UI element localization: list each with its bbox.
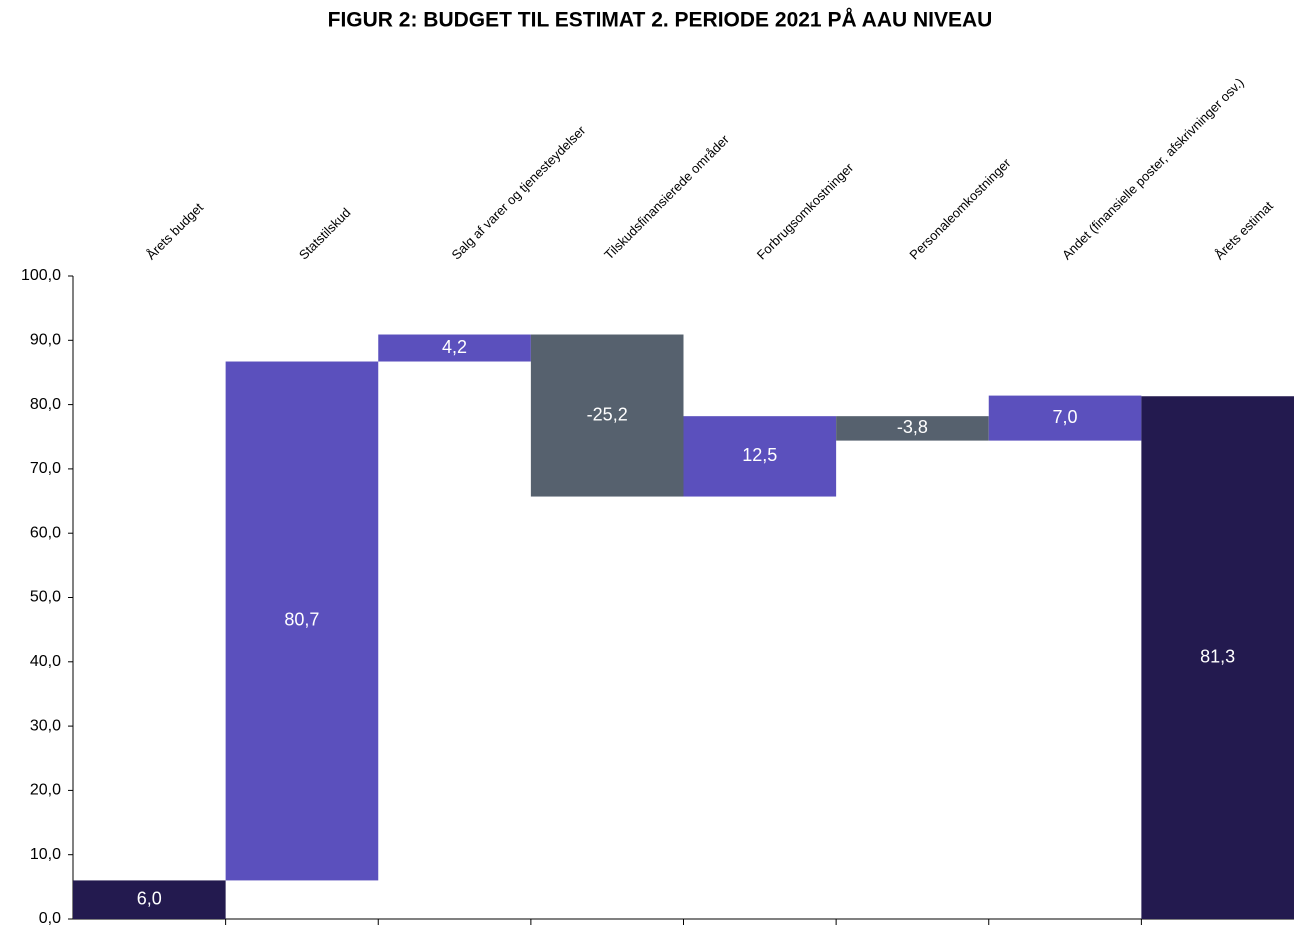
y-tick-label: 40,0 <box>30 653 61 670</box>
y-tick-label: 80,0 <box>30 396 61 413</box>
x-tick-label: Personaleomkostninger <box>906 155 1014 263</box>
x-tick-label: Årets estimat <box>1212 198 1277 263</box>
y-tick-label: 100,0 <box>21 267 61 284</box>
bar <box>1141 396 1294 920</box>
y-tick-label: 20,0 <box>30 782 61 799</box>
value-label: 6,0 <box>137 888 162 908</box>
bar <box>836 416 989 441</box>
chart-title: FIGUR 2: BUDGET TIL ESTIMAT 2. PERIODE 2… <box>328 8 993 32</box>
x-tick-label: Salg af varer og tjenesteydelser <box>449 122 589 262</box>
y-tick-label: 50,0 <box>30 589 61 606</box>
value-label: 12,5 <box>742 445 777 465</box>
value-label: -25,2 <box>587 404 628 424</box>
x-tick-label: Tilskudsfinansierede områder <box>601 131 732 262</box>
y-tick-label: 70,0 <box>30 460 61 477</box>
bar <box>988 395 1142 441</box>
bar <box>530 334 684 497</box>
bar <box>225 361 379 881</box>
value-label: 7,0 <box>1053 407 1078 427</box>
y-tick-label: 90,0 <box>30 332 61 349</box>
x-tick-label: Statstilskud <box>296 205 354 263</box>
bar <box>378 334 531 362</box>
y-tick-label: 0,0 <box>39 910 61 927</box>
value-label: 80,7 <box>284 610 319 630</box>
bar <box>683 416 837 497</box>
x-tick-label: Andet (finansielle poster, afskrivninger… <box>1059 75 1247 263</box>
x-tick-label: Forbrugsomkostninger <box>754 160 857 263</box>
y-tick-label: 10,0 <box>30 846 61 863</box>
y-tick-label: 30,0 <box>30 717 61 734</box>
value-label: -3,8 <box>897 417 928 437</box>
value-label: 4,2 <box>442 337 467 357</box>
x-tick-label: Årets budget <box>143 200 206 263</box>
bar <box>73 880 226 919</box>
y-tick-label: 60,0 <box>30 524 61 541</box>
value-label: 81,3 <box>1200 646 1235 666</box>
